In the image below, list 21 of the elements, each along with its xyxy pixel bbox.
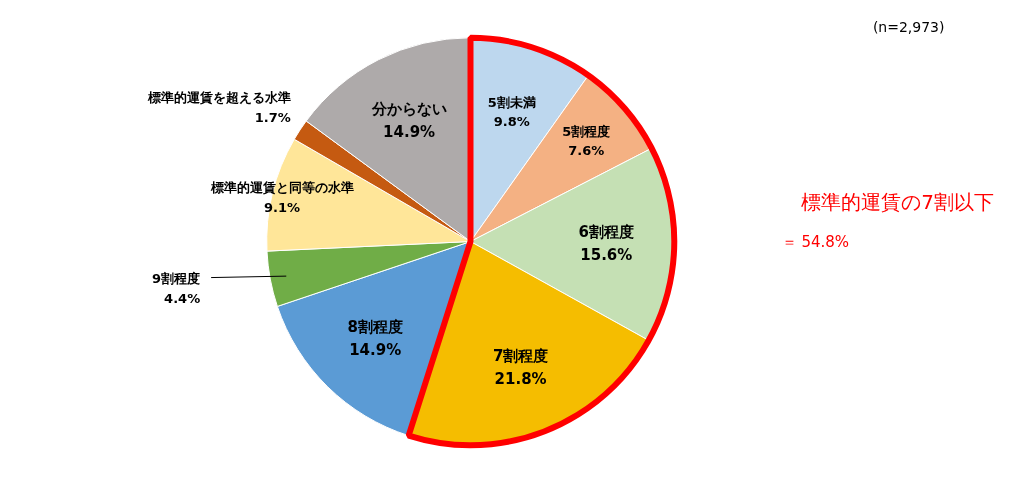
text: ＝ 54.8% bbox=[781, 232, 850, 251]
slice-label: 分からない bbox=[370, 99, 447, 118]
data-label: 9.1% bbox=[264, 199, 301, 215]
slice-label: 標準的運賃と同等の水準 bbox=[209, 180, 354, 196]
data-label: 14.9% bbox=[383, 123, 436, 142]
data-label: 15.6% bbox=[580, 246, 633, 265]
data-label: 14.9% bbox=[349, 341, 402, 359]
data-label: 1.7% bbox=[254, 109, 291, 125]
data-label: 4.4% bbox=[164, 290, 201, 306]
text: (n=2,973) bbox=[872, 18, 945, 35]
text: 標準的運賃の7割以下 bbox=[801, 190, 995, 215]
slice-label: 5割程度 bbox=[562, 123, 611, 139]
slice-label: 8割程度 bbox=[347, 317, 403, 336]
slice-label: 9割程度 bbox=[152, 271, 201, 287]
data-label: 7.6% bbox=[568, 143, 605, 159]
slice-label: 標準的運賃を超える水準 bbox=[146, 90, 291, 106]
slice-label: 7割程度 bbox=[492, 347, 549, 366]
data-label: 21.8% bbox=[494, 370, 547, 389]
slice-label: 6割程度 bbox=[578, 222, 635, 241]
data-label: 9.8% bbox=[493, 114, 530, 130]
slice-label: 5割未満 bbox=[487, 94, 536, 110]
